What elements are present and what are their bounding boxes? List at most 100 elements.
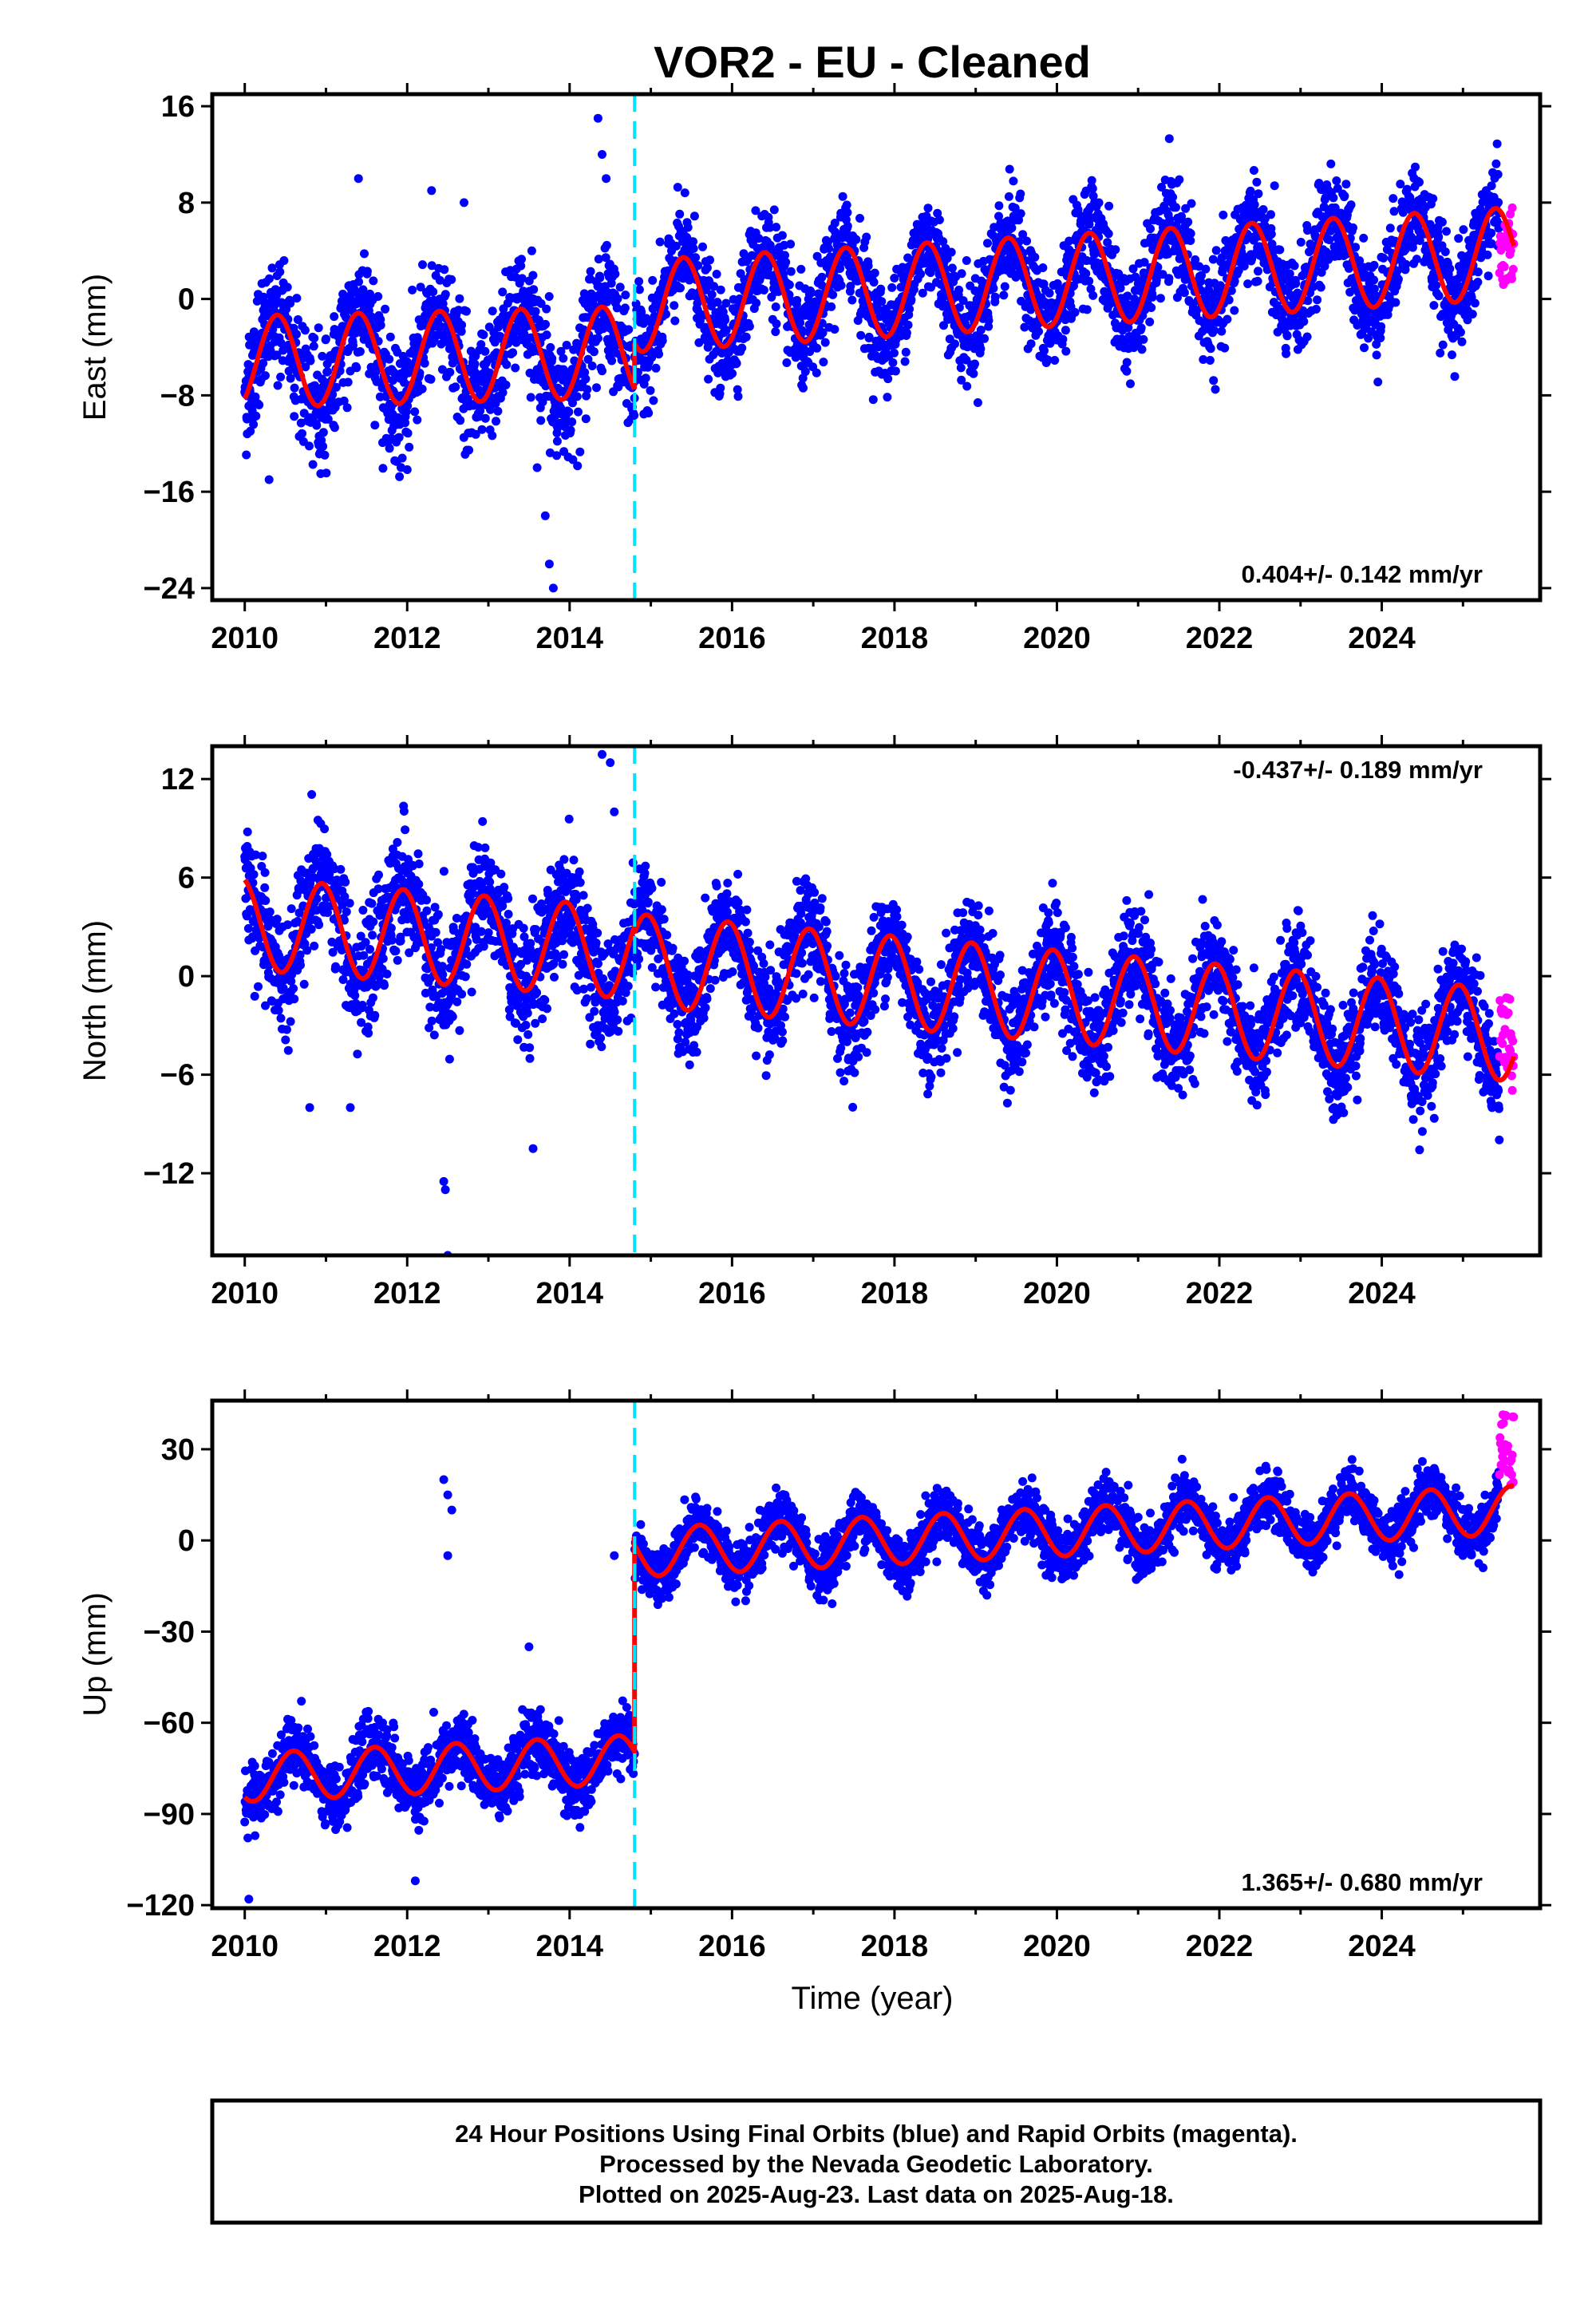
north-final-orbit-point [289, 984, 298, 994]
north-final-orbit-point [380, 981, 389, 990]
east-final-orbit-point [322, 334, 330, 344]
east-final-orbit-point [455, 294, 464, 303]
east-final-orbit-point [322, 468, 331, 478]
east-final-orbit-point [265, 274, 274, 283]
east-final-orbit-point [318, 351, 327, 361]
east-final-orbit-point [658, 336, 667, 346]
east-final-orbit-point [1483, 250, 1492, 259]
east-final-orbit-point [290, 412, 299, 421]
north-final-orbit-point [467, 987, 476, 997]
east-final-orbit-point [551, 411, 560, 421]
east-final-orbit-point [323, 367, 332, 377]
north-final-orbit-point [296, 960, 305, 970]
east-final-orbit-point [1440, 247, 1450, 256]
east-final-orbit-point [887, 283, 897, 292]
east-final-orbit-point [556, 346, 566, 356]
east-final-orbit-point [728, 369, 737, 378]
east-final-orbit-point [479, 330, 488, 339]
east-final-orbit-point [305, 441, 314, 451]
east-final-orbit-point [1088, 184, 1097, 193]
east-final-orbit-point [251, 392, 260, 401]
north-final-orbit-point [374, 870, 383, 879]
east-final-orbit-point [855, 214, 864, 223]
east-final-orbit-point [477, 425, 487, 434]
east-final-orbit-point [385, 354, 394, 364]
east-final-orbit-point [984, 316, 994, 326]
east-final-orbit-point [641, 373, 650, 383]
north-final-orbit-point [260, 868, 270, 877]
east-final-orbit-point [1038, 263, 1048, 272]
east-final-orbit-point [1275, 245, 1285, 255]
east-final-orbit-point [781, 258, 791, 267]
east-x-tick-label: 2014 [536, 622, 604, 655]
east-final-orbit-point [408, 285, 417, 294]
east-final-orbit-point [1436, 348, 1445, 358]
east-final-orbit-point [954, 285, 964, 294]
north-final-orbit-point [345, 899, 354, 908]
north-final-orbit-point [452, 997, 462, 1006]
east-final-orbit-point [769, 205, 779, 215]
east-final-orbit-point [877, 297, 887, 306]
east-rapid-orbit-point [1507, 203, 1517, 212]
east-final-orbit-point [360, 249, 369, 259]
east-final-orbit-point [1282, 349, 1291, 358]
east-final-orbit-point [1148, 292, 1157, 302]
east-final-orbit-point [1258, 205, 1268, 214]
east-x-tick-label: 2012 [373, 622, 441, 655]
north-final-orbit-point [283, 1045, 293, 1055]
east-final-orbit-point [385, 444, 394, 453]
east-final-orbit-point [418, 260, 427, 270]
north-final-orbit-point [386, 923, 396, 933]
east-final-orbit-point [970, 359, 979, 369]
east-final-orbit-point [1373, 377, 1383, 387]
east-final-orbit-point [488, 431, 497, 441]
east-final-orbit-outlier [427, 186, 437, 196]
east-final-orbit-point [1137, 345, 1147, 354]
east-final-orbit-point [1253, 276, 1262, 286]
east-final-orbit-point [843, 221, 852, 231]
east-final-orbit-point [343, 377, 353, 387]
east-final-orbit-point [581, 374, 591, 384]
east-final-orbit-point [620, 303, 630, 313]
east-final-orbit-point [772, 319, 781, 329]
east-final-orbit-point [1379, 253, 1389, 263]
east-final-orbit-point [249, 420, 259, 429]
east-final-orbit-point [447, 275, 456, 284]
east-final-orbit-point [1156, 294, 1165, 303]
north-final-orbit-point [369, 917, 378, 927]
east-final-orbit-point [721, 298, 731, 308]
east-final-orbit-point [842, 200, 851, 210]
east-final-orbit-point [1349, 223, 1357, 232]
east-final-orbit-point [410, 407, 420, 417]
east-final-orbit-point [1290, 261, 1299, 271]
east-final-orbit-point [502, 360, 512, 370]
east-final-orbit-point [1219, 210, 1228, 219]
east-final-orbit-point [1206, 344, 1215, 354]
east-final-orbit-point [403, 401, 413, 411]
east-final-orbit-point [416, 283, 425, 292]
east-final-orbit-point [1000, 282, 1009, 291]
east-final-orbit-point [799, 383, 808, 393]
east-final-orbit-point [286, 298, 295, 308]
east-final-orbit-point [261, 371, 270, 381]
east-final-orbit-point [851, 235, 861, 244]
east-final-orbit-point [716, 383, 725, 393]
east-final-orbit-point [1454, 234, 1464, 243]
east-final-orbit-point [267, 263, 277, 273]
east-final-orbit-point [820, 338, 830, 347]
east-x-tick-label: 2024 [1348, 622, 1416, 655]
north-final-orbit-point [484, 928, 493, 938]
east-final-orbit-point [1266, 210, 1275, 219]
east-final-orbit-point [1326, 159, 1336, 168]
north-final-orbit-point [249, 870, 259, 879]
east-final-orbit-point [1034, 326, 1043, 336]
east-final-orbit-point [782, 358, 792, 367]
east-final-orbit-outlier [602, 174, 611, 184]
east-final-orbit-point [1220, 343, 1230, 353]
east-final-orbit-point [566, 425, 575, 435]
north-final-orbit-point [504, 910, 513, 919]
east-final-orbit-point [498, 287, 508, 297]
east-final-orbit-point [772, 223, 781, 232]
east-final-orbit-point [536, 298, 546, 308]
east-final-orbit-point [1491, 159, 1501, 168]
